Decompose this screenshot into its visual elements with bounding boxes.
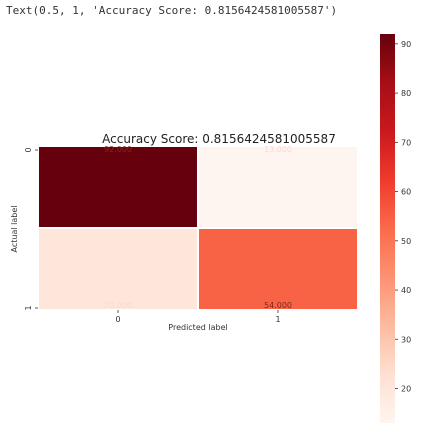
y-axis-label: Actual label [10, 206, 19, 253]
heatmap-cell-1-1 [197, 227, 359, 311]
cell-value-label-1-0: 20.000 [104, 301, 132, 310]
colorbar-tick-label-4: 60 [401, 188, 411, 197]
colorbar-tick-label-1: 30 [401, 335, 411, 344]
heatmap-cell-0-1 [197, 145, 359, 229]
heatmap-cell-0-0 [37, 145, 199, 229]
heatmap-cell-1-0 [37, 227, 199, 311]
y-tick-label-0: 0 [24, 147, 33, 152]
colorbar-tick-label-0: 20 [401, 385, 411, 394]
colorbar-tick-label-3: 50 [401, 237, 411, 246]
colorbar-tick-label-5: 70 [401, 138, 411, 147]
chart-title: Accuracy Score: 0.8156424581005587 [102, 132, 336, 146]
x-tick-label-1: 1 [275, 315, 280, 324]
colorbar-tick-label-7: 90 [401, 40, 411, 49]
colorbar [380, 34, 395, 423]
cell-value-label-0-1: 13.000 [264, 145, 292, 154]
cell-value-label-0-0: 92.000 [104, 145, 132, 154]
cell-value-label-1-1: 54.000 [264, 301, 292, 310]
x-axis-label: Predicted label [168, 323, 227, 332]
x-tick-label-0: 0 [115, 315, 120, 324]
y-tick-label-1: 1 [24, 305, 33, 310]
colorbar-tick-label-6: 80 [401, 89, 411, 98]
cell-output-text: Text(0.5, 1, 'Accuracy Score: 0.81564245… [6, 4, 338, 17]
colorbar-tick-label-2: 40 [401, 286, 411, 295]
